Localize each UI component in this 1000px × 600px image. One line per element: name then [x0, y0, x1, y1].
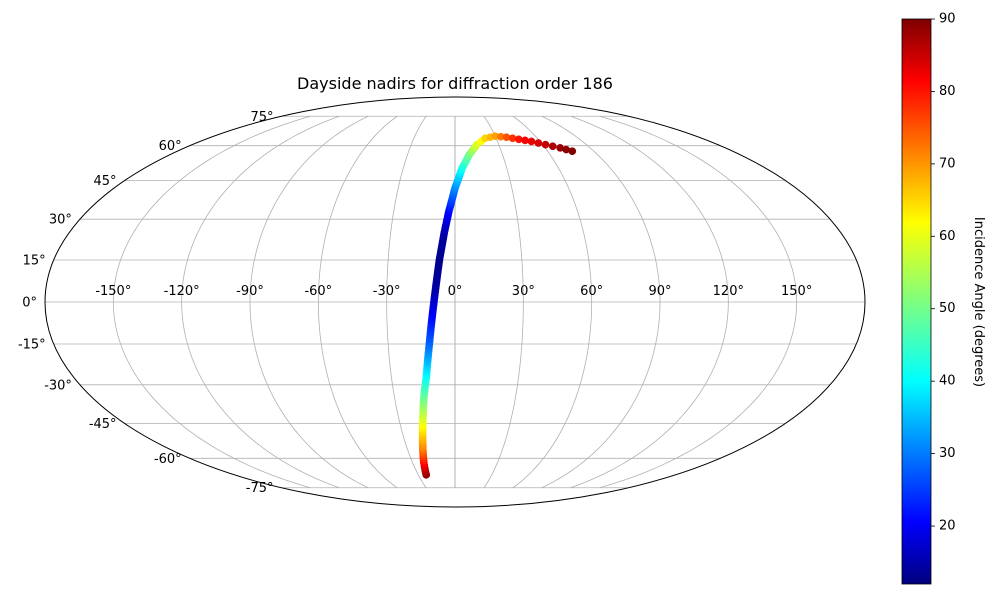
lat-tick-label: 30°	[49, 213, 72, 228]
colorbar-tick-label: 20	[939, 519, 956, 534]
colorbar-gradient	[901, 18, 932, 585]
colorbar-tick-label: 70	[939, 156, 956, 171]
data-point	[527, 137, 536, 146]
lon-tick-label: -60°	[304, 284, 332, 299]
lon-tick-label: -150°	[95, 284, 131, 299]
data-point	[514, 135, 523, 144]
data-point	[541, 140, 550, 149]
lat-tick-label: 75°	[250, 110, 273, 125]
lat-tick-label: 0°	[22, 296, 37, 311]
colorbar-ticks: 20 30 40 50 60 70 80 90	[931, 12, 956, 534]
colorbar-tick-label: 50	[939, 301, 956, 316]
lon-tick-label: 90°	[648, 284, 671, 299]
lon-tick-label: -30°	[373, 284, 401, 299]
colorbar-tick-label: 80	[939, 84, 956, 99]
colorbar: 20 30 40 50 60 70 80 90 Incidence Angle (degree…	[901, 12, 986, 585]
lon-tick-label: 30°	[512, 284, 535, 299]
data-point	[548, 142, 557, 151]
data-points	[418, 132, 577, 479]
colorbar-label: Incidence Angle (degrees)	[971, 217, 986, 387]
lat-tick-label: -60°	[154, 452, 182, 467]
data-point	[521, 136, 529, 145]
graticule	[45, 115, 865, 489]
lat-tick-label: -30°	[44, 378, 72, 393]
tick-labels: -150° -120° -90° -60° -30° 0° 30° 60° 90° 120° 150…	[18, 110, 812, 496]
colorbar-tick-label: 90	[939, 12, 956, 27]
data-point	[568, 147, 577, 156]
colorbar-tick-label: 30	[939, 446, 956, 461]
lon-tick-label: 120°	[713, 284, 744, 299]
lon-tick-label: 150°	[781, 284, 812, 299]
map-outline	[44, 96, 866, 508]
lon-tick-label: -120°	[164, 284, 200, 299]
lat-tick-label: -75°	[246, 481, 274, 496]
colorbar-tick-label: 60	[939, 229, 956, 244]
colorbar-tick-label: 40	[939, 374, 956, 389]
lat-tick-label: 15°	[23, 254, 46, 269]
lat-tick-label: 60°	[159, 139, 182, 154]
lon-tick-label: 60°	[580, 284, 603, 299]
chart-title: Dayside nadirs for diffraction order 186	[297, 74, 613, 93]
lat-tick-label: -15°	[18, 337, 46, 352]
lat-tick-label: 45°	[94, 174, 117, 189]
lon-tick-label: 0°	[448, 284, 463, 299]
lon-tick-label: -90°	[236, 284, 264, 299]
data-point	[534, 139, 543, 147]
lat-tick-label: -45°	[89, 417, 117, 432]
